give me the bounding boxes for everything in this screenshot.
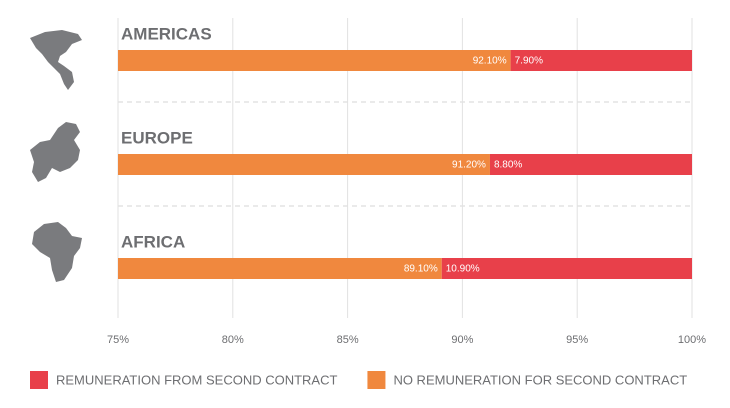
value-label: 89.10% xyxy=(404,264,438,275)
europe-icon xyxy=(30,122,80,182)
legend-label: REMUNERATION FROM SECOND CONTRACT xyxy=(56,372,337,387)
x-tick-label: 80% xyxy=(222,334,244,346)
bar-segment xyxy=(510,50,692,71)
category-label: AMERICAS xyxy=(121,24,212,43)
value-label: 91.20% xyxy=(452,160,486,171)
bar-segment xyxy=(441,258,692,279)
x-tick-label: 85% xyxy=(337,334,359,346)
bar-segment xyxy=(118,50,511,71)
americas-icon xyxy=(30,30,82,90)
category-label: AFRICA xyxy=(121,232,185,251)
bar-segment xyxy=(118,154,490,175)
value-label: 92.10% xyxy=(473,56,507,67)
legend-swatch xyxy=(367,371,386,389)
x-tick-label: 100% xyxy=(678,334,706,346)
bar-segment xyxy=(118,258,442,279)
x-tick-label: 95% xyxy=(566,334,588,346)
africa-icon xyxy=(32,222,82,282)
bar-segment xyxy=(489,154,692,175)
x-tick-label: 75% xyxy=(107,334,129,346)
value-label: 7.90% xyxy=(515,56,543,67)
value-label: 8.80% xyxy=(494,160,522,171)
x-tick-label: 90% xyxy=(451,334,473,346)
value-label: 10.90% xyxy=(446,264,480,275)
category-label: EUROPE xyxy=(121,128,193,147)
legend-swatch xyxy=(30,371,48,389)
legend-label: NO REMUNERATION FOR SECOND CONTRACT xyxy=(393,372,687,387)
continent-icons xyxy=(30,30,82,282)
